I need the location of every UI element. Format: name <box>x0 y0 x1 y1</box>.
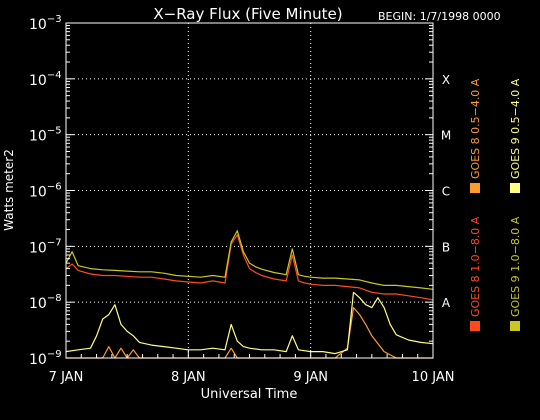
y-tick-label: 10−3 <box>29 14 62 33</box>
flare-class-label: C <box>442 185 450 199</box>
legend-label: GOES 9 0.5−4.0 A <box>509 78 522 179</box>
legend-label: GOES 8 0.5−4.0 A <box>469 78 482 179</box>
legend-swatch <box>470 183 480 193</box>
series-line <box>65 230 434 290</box>
series-line <box>66 307 433 359</box>
flare-class-label: M <box>441 129 451 143</box>
series-line <box>65 291 434 355</box>
y-tick-label: 10−9 <box>29 349 62 368</box>
plot-frame <box>65 22 434 359</box>
flare-class-label: X <box>442 73 450 87</box>
flare-class-label: B <box>442 240 450 254</box>
y-axis-label: Watts meter2 <box>2 149 16 231</box>
legend-label: GOES 9 1.0−8.0 A <box>509 216 522 317</box>
legend: GOES 8 1.0−8.0 A GOES 8 0.5−4.0 A GOES 9 1… <box>469 78 522 331</box>
y-tick-label: 10−6 <box>29 182 62 201</box>
legend-swatch <box>470 321 480 331</box>
x-tick-label: 7 JAN <box>49 370 84 385</box>
series-line <box>65 234 434 301</box>
y-tick-label: 10−7 <box>29 237 62 256</box>
legend-swatch <box>510 321 520 331</box>
y-tick-label: 10−5 <box>29 126 62 145</box>
begin-label: BEGIN: 1/7/1998 0000 <box>378 10 501 23</box>
x-tick-label: 9 JAN <box>293 370 328 385</box>
y-tick-label: 10−4 <box>29 70 62 89</box>
axis-ticks: 10−9 10−8 10−7 10−6 10−5 10−4 10−3 7 JAN 8 JAN 9 … <box>29 14 454 385</box>
series-lines <box>65 230 434 359</box>
grid-lines <box>66 23 433 358</box>
x-axis-label: Universal Time <box>201 387 298 402</box>
chart-title: X−Ray Flux (Five Minute) <box>153 5 342 23</box>
legend-swatch <box>510 183 520 193</box>
flare-class-label: A <box>442 296 451 310</box>
x-tick-label: 8 JAN <box>171 370 206 385</box>
x-tick-label: 10 JAN <box>412 370 455 385</box>
y-tick-label: 10−8 <box>29 293 62 312</box>
legend-label: GOES 8 1.0−8.0 A <box>469 216 482 317</box>
